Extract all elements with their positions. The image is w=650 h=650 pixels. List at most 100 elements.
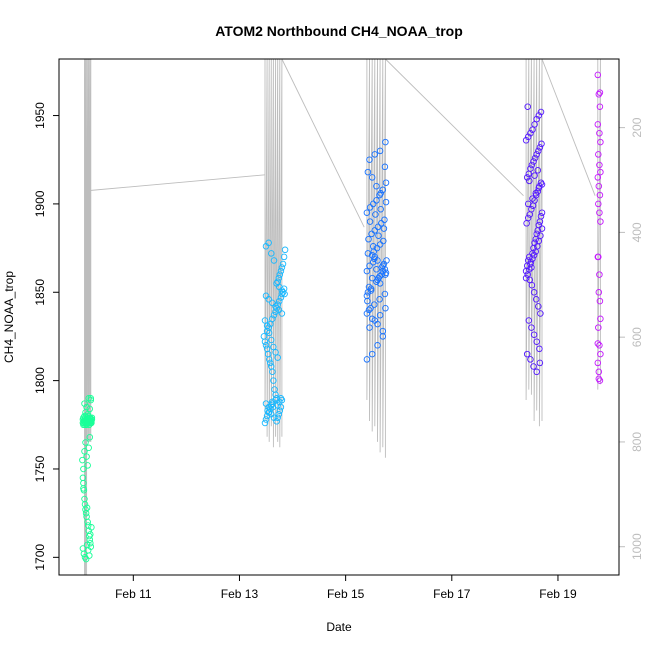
data-point <box>596 161 603 169</box>
data-point <box>265 329 273 337</box>
data-point <box>366 156 373 163</box>
data-point <box>85 444 92 452</box>
data-point <box>371 301 378 308</box>
data-point <box>83 504 91 512</box>
data-point <box>368 174 376 181</box>
data-point <box>263 345 271 353</box>
data-point <box>535 112 543 119</box>
data-point <box>87 539 94 547</box>
data-point <box>595 91 603 98</box>
x-tick-label: Feb 11 <box>115 587 152 601</box>
data-point <box>274 414 281 421</box>
data-point <box>531 172 538 179</box>
data-point <box>382 179 390 186</box>
data-point <box>88 414 96 421</box>
data-point <box>595 182 603 190</box>
data-point <box>277 403 285 411</box>
data-point <box>374 342 381 349</box>
data-point <box>531 121 538 128</box>
data-point <box>526 266 533 273</box>
data-point <box>596 209 603 216</box>
data-point <box>82 506 89 513</box>
secondary-y-tick-label: 400 <box>630 222 644 242</box>
data-point <box>373 182 380 190</box>
data-point <box>367 285 375 292</box>
data-point <box>597 218 604 225</box>
y-tick-label: 1800 <box>33 367 47 394</box>
data-point <box>371 255 378 262</box>
data-point <box>527 129 534 137</box>
data-point <box>381 216 388 224</box>
data-point <box>277 294 285 301</box>
series-4 <box>522 103 546 376</box>
data-point <box>84 410 91 418</box>
y-axis-label: CH4_NOAA_trop <box>2 271 16 363</box>
data-point <box>596 89 604 96</box>
data-point <box>596 342 603 349</box>
data-point <box>270 257 278 264</box>
data-point <box>376 311 384 319</box>
data-point <box>279 289 287 296</box>
series-1 <box>79 395 96 563</box>
data-point <box>79 456 86 464</box>
data-point <box>597 138 604 146</box>
data-point <box>527 258 535 266</box>
data-point <box>273 418 280 425</box>
chart-title: ATOM2 Northbound CH4_NOAA_trop <box>215 23 463 39</box>
data-point <box>537 213 545 220</box>
data-point <box>538 209 546 216</box>
x-tick-label: Feb 13 <box>221 587 259 601</box>
data-point <box>84 462 91 469</box>
y-tick-label: 1850 <box>33 279 47 306</box>
data-point <box>277 267 285 275</box>
data-point <box>382 304 389 312</box>
data-point <box>528 281 536 289</box>
data-point <box>538 181 546 188</box>
data-point <box>275 274 283 282</box>
data-point <box>530 251 538 259</box>
data-point <box>524 103 531 110</box>
data-point <box>274 354 281 361</box>
data-point <box>369 243 377 250</box>
data-point <box>376 241 384 248</box>
data-point <box>372 211 379 218</box>
data-point <box>536 345 543 353</box>
data-point <box>533 151 540 158</box>
data-point <box>533 115 540 123</box>
data-point <box>275 410 283 418</box>
data-point <box>374 257 381 264</box>
data-point <box>267 320 274 328</box>
data-point <box>529 255 536 262</box>
data-point <box>379 262 387 270</box>
x-axis-label: Date <box>326 620 352 634</box>
data-point <box>81 448 88 455</box>
profile-line-6 <box>385 58 524 197</box>
data-point <box>260 333 268 340</box>
data-point <box>535 221 543 229</box>
secondary-y-tick-label: 600 <box>630 327 644 347</box>
secondary-y-tick-label: 200 <box>630 117 644 137</box>
data-point <box>366 324 373 331</box>
x-axis: Feb 11 Feb 13 Feb 15 Feb 17 Feb 19 <box>115 575 577 601</box>
data-point <box>270 343 277 351</box>
data-point <box>80 465 87 473</box>
data-point <box>376 191 383 199</box>
data-point <box>537 108 545 116</box>
data-point <box>281 290 288 298</box>
data-point <box>538 140 545 148</box>
data-point <box>382 138 389 146</box>
data-point <box>378 271 385 278</box>
y-tick-label: 1700 <box>33 544 47 571</box>
data-point <box>271 386 278 393</box>
data-point <box>522 274 530 282</box>
data-point <box>278 290 286 298</box>
data-point <box>595 289 603 296</box>
data-point <box>522 137 530 144</box>
data-point <box>383 257 390 264</box>
data-point <box>379 186 387 194</box>
data-point <box>536 144 544 151</box>
data-point <box>364 250 372 257</box>
data-point <box>363 310 371 317</box>
data-point <box>263 322 271 330</box>
data-point <box>262 416 270 423</box>
